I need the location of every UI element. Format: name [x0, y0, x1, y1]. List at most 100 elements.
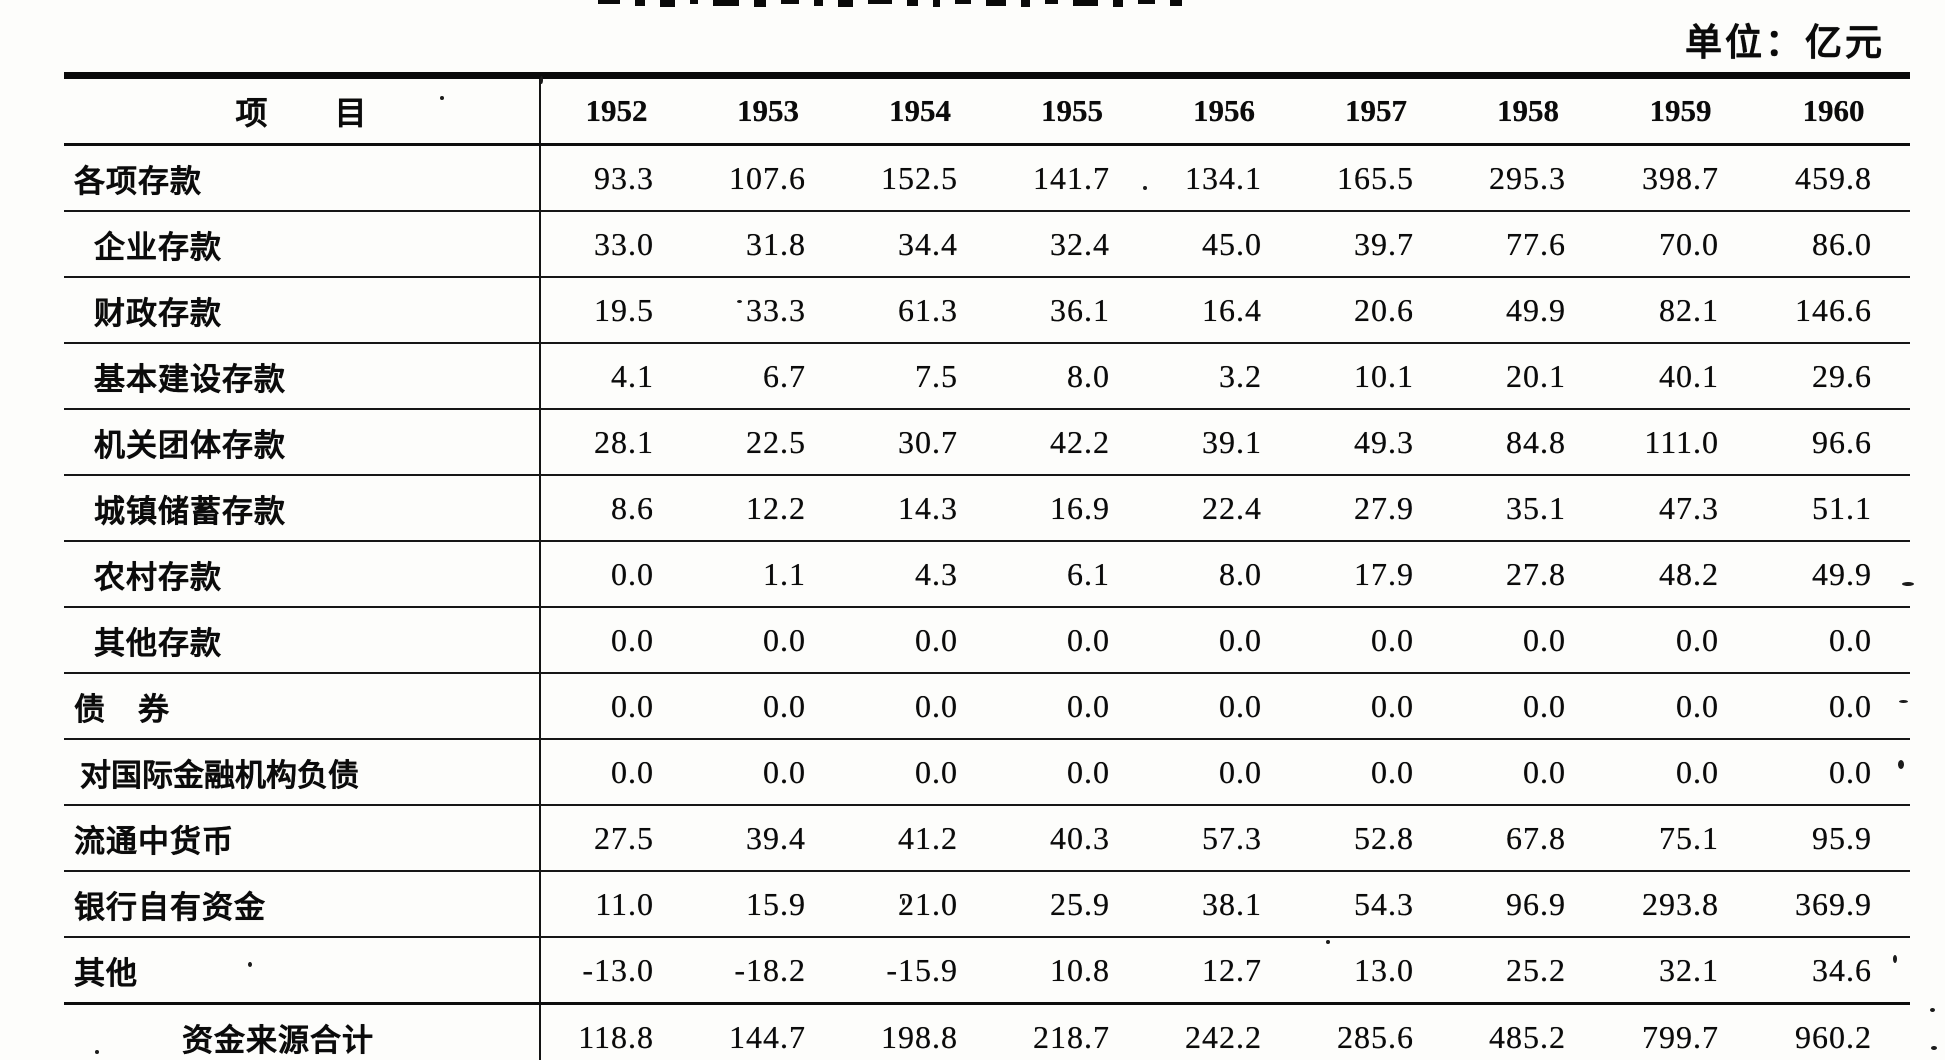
value-cell: 0.0	[540, 739, 692, 806]
value-cell: 61.3	[844, 277, 996, 344]
table-row: 农村存款 0.0 1.1 4.3 6.1 8.0 17.9 27.8 48.2 49.9	[64, 541, 1910, 608]
value-cell: 25.2	[1452, 937, 1604, 1005]
value-cell: 96.6	[1757, 409, 1910, 476]
row-label: 各项存款	[64, 144, 541, 212]
value-cell: 14.3	[844, 475, 996, 542]
value-cell: 293.8	[1604, 871, 1757, 938]
scan-speck	[1893, 955, 1897, 963]
value-cell: 285.6	[1300, 1002, 1452, 1060]
value-cell: 84.8	[1452, 409, 1604, 476]
row-label: 债 券	[64, 673, 541, 740]
value-cell: -15.9	[844, 937, 996, 1005]
table-header-row: 项 目 1952 1953 1954 1955 1956 1957 1958 1959 1960	[64, 75, 1910, 146]
value-cell: 16.4	[1148, 277, 1300, 344]
value-cell: 70.0	[1604, 211, 1757, 278]
table-row: 债 券 0.0 0.0 0.0 0.0 0.0 0.0 0.0 0.0 0.0	[64, 673, 1910, 740]
value-cell: 22.4	[1148, 475, 1300, 542]
cropped-title-marks	[598, 0, 1338, 9]
value-cell: 12.2	[692, 475, 844, 542]
value-cell: 45.0	[1148, 211, 1300, 278]
value-cell: 32.4	[996, 211, 1148, 278]
value-cell: 49.3	[1300, 409, 1452, 476]
table-row: 对国际金融机构负债 0.0 0.0 0.0 0.0 0.0 0.0 0.0 0.0 0.0	[64, 739, 1910, 806]
value-cell: 12.7	[1148, 937, 1300, 1005]
value-cell: 49.9	[1757, 541, 1910, 608]
value-cell: 10.8	[996, 937, 1148, 1005]
row-label: 其他	[64, 937, 541, 1005]
year-header: 1952	[540, 75, 692, 146]
value-cell: 0.0	[540, 541, 692, 608]
value-cell: 8.0	[996, 343, 1148, 410]
item-column-header: 项 目	[64, 75, 541, 146]
value-cell: 218.7	[996, 1002, 1148, 1060]
row-label: 资金来源合计	[64, 1002, 541, 1060]
value-cell: 295.3	[1452, 144, 1604, 212]
scan-speck	[902, 898, 905, 905]
value-cell: 0.0	[844, 739, 996, 806]
value-cell: 8.6	[540, 475, 692, 542]
value-cell: 0.0	[1604, 739, 1757, 806]
value-cell: 47.3	[1604, 475, 1757, 542]
value-cell: 0.0	[540, 673, 692, 740]
value-cell: 30.7	[844, 409, 996, 476]
value-cell: 77.6	[1452, 211, 1604, 278]
scan-speck	[248, 962, 252, 967]
value-cell: 40.1	[1604, 343, 1757, 410]
value-cell: 6.7	[692, 343, 844, 410]
scan-speck	[95, 1050, 99, 1054]
value-cell: -18.2	[692, 937, 844, 1005]
value-cell: 25.9	[996, 871, 1148, 938]
value-cell: 398.7	[1604, 144, 1757, 212]
value-cell: 75.1	[1604, 805, 1757, 872]
value-cell: 96.9	[1452, 871, 1604, 938]
row-label: 银行自有资金	[64, 871, 541, 938]
value-cell: 0.0	[692, 607, 844, 674]
value-cell: 51.1	[1757, 475, 1910, 542]
table-row: 其他存款 0.0 0.0 0.0 0.0 0.0 0.0 0.0 0.0 0.0	[64, 607, 1910, 674]
value-cell: 1.1	[692, 541, 844, 608]
value-cell: 0.0	[996, 607, 1148, 674]
row-label: 企业存款	[64, 211, 541, 278]
funding-sources-table: 项 目 1952 1953 1954 1955 1956 1957 1958 1959 1960…	[64, 72, 1910, 1060]
value-cell: 0.0	[1757, 673, 1910, 740]
value-cell: 134.1	[1148, 144, 1300, 212]
value-cell: 11.0	[540, 871, 692, 938]
scan-speck	[540, 76, 543, 84]
value-cell: 6.1	[996, 541, 1148, 608]
value-cell: 42.2	[996, 409, 1148, 476]
value-cell: 52.8	[1300, 805, 1452, 872]
value-cell: 32.1	[1604, 937, 1757, 1005]
value-cell: 960.2	[1757, 1002, 1910, 1060]
value-cell: 19.5	[540, 277, 692, 344]
value-cell: 141.7	[996, 144, 1148, 212]
value-cell: 107.6	[692, 144, 844, 212]
value-cell: 31.8	[692, 211, 844, 278]
value-cell: 0.0	[1604, 607, 1757, 674]
value-cell: 36.1	[996, 277, 1148, 344]
scan-speck	[1143, 186, 1147, 190]
value-cell: 34.6	[1757, 937, 1910, 1005]
value-cell: 40.3	[996, 805, 1148, 872]
value-cell: 0.0	[996, 739, 1148, 806]
row-label: 城镇储蓄存款	[64, 475, 541, 542]
row-label: 财政存款	[64, 277, 541, 344]
value-cell: 82.1	[1604, 277, 1757, 344]
value-cell: 13.0	[1300, 937, 1452, 1005]
value-cell: 27.8	[1452, 541, 1604, 608]
value-cell: 7.5	[844, 343, 996, 410]
table-row: 企业存款 33.0 31.8 34.4 32.4 45.0 39.7 77.6 70.0 86.0	[64, 211, 1910, 278]
year-header: 1959	[1604, 75, 1757, 146]
year-header: 1957	[1300, 75, 1452, 146]
year-header: 1956	[1148, 75, 1300, 146]
value-cell: 198.8	[844, 1002, 996, 1060]
year-header: 1954	[844, 75, 996, 146]
table-row: 各项存款 93.3 107.6 152.5 141.7 134.1 165.5 295.3 39…	[64, 144, 1910, 212]
row-label: 流通中货币	[64, 805, 541, 872]
value-cell: 242.2	[1148, 1002, 1300, 1060]
value-cell: 95.9	[1757, 805, 1910, 872]
value-cell: 0.0	[1604, 673, 1757, 740]
table-row: 财政存款 19.5 33.3 61.3 36.1 16.4 20.6 49.9 82.1 146.…	[64, 277, 1910, 344]
value-cell: 118.8	[540, 1002, 692, 1060]
year-header: 1960	[1757, 75, 1910, 146]
